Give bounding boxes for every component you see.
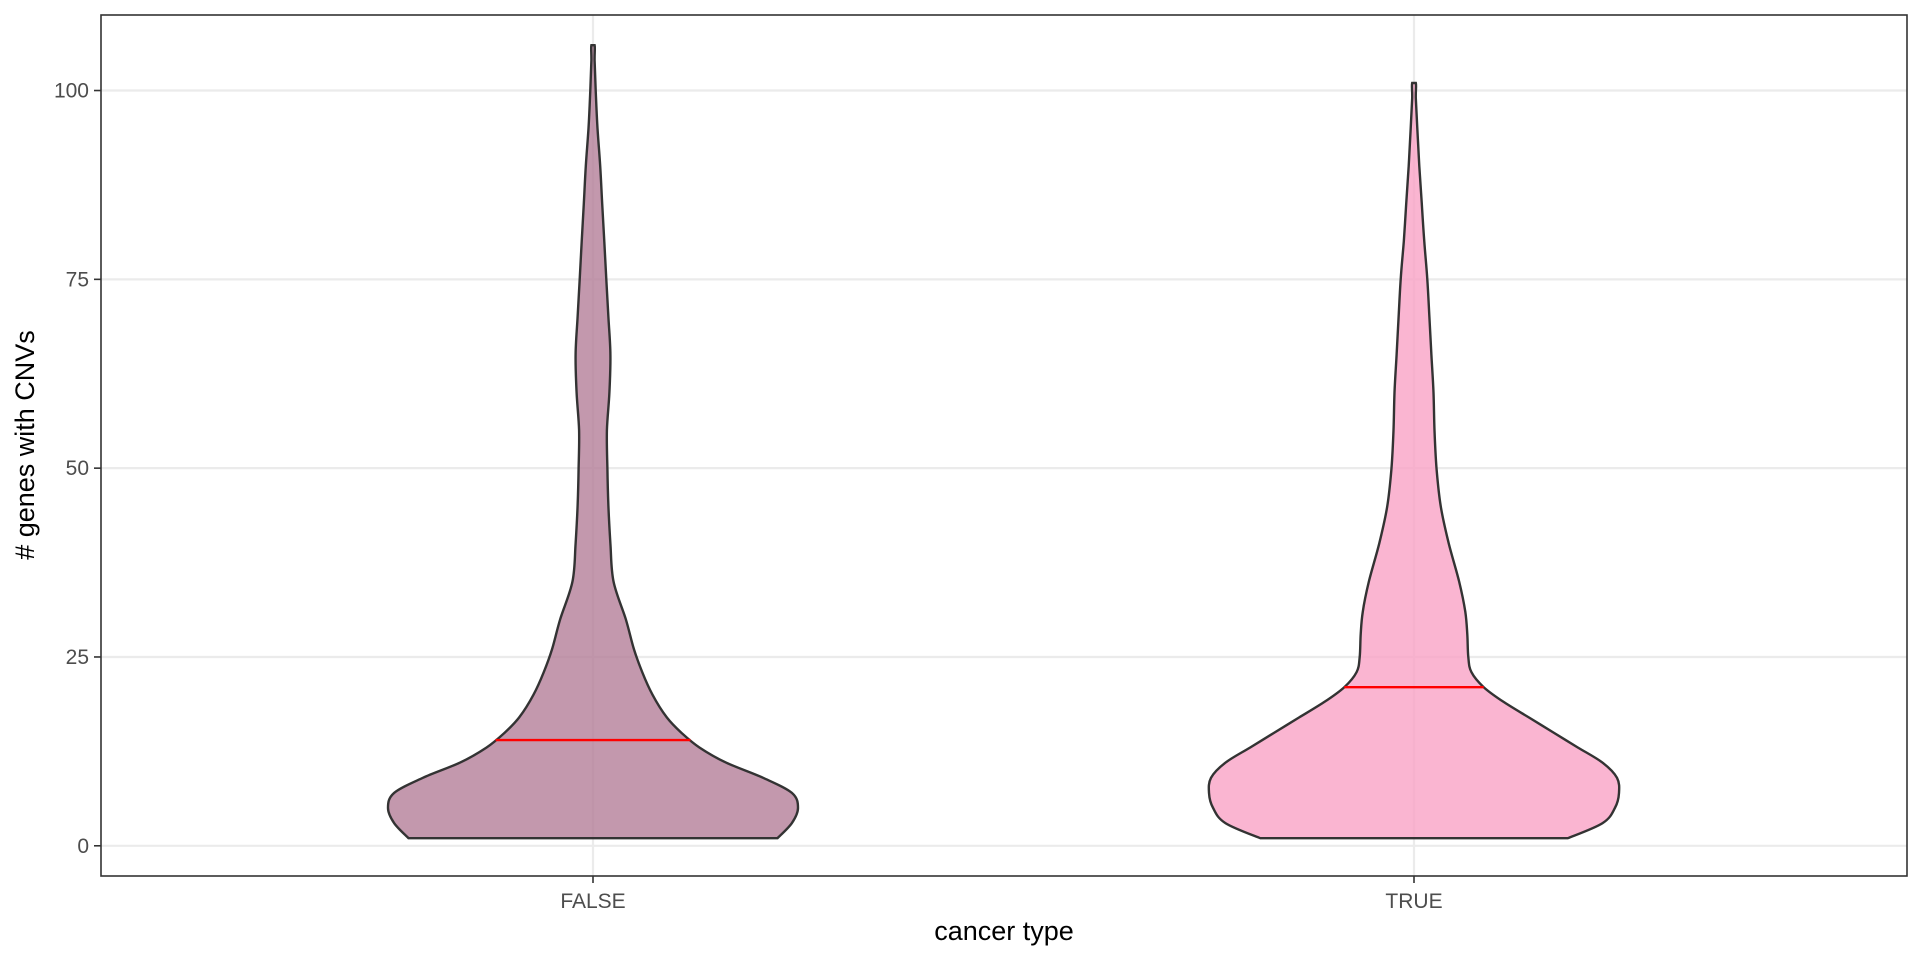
panel-border xyxy=(100,14,1908,877)
plot-panel xyxy=(101,15,1907,876)
axes: 0 25 50 75 100 FALSE TRUE xyxy=(54,80,1443,913)
y-tick-label: 50 xyxy=(66,457,89,480)
x-axis-title: cancer type xyxy=(934,916,1074,946)
y-tick-label: 75 xyxy=(66,268,89,291)
violins xyxy=(386,44,1621,840)
x-tick-label: TRUE xyxy=(1385,890,1442,913)
y-tick-label: 0 xyxy=(77,835,89,858)
y-tick-label: 25 xyxy=(66,646,89,669)
y-tick-label: 100 xyxy=(54,80,89,103)
y-axis-title: # genes with CNVs xyxy=(10,330,40,560)
violin-false xyxy=(386,44,800,840)
x-tick-label: FALSE xyxy=(560,890,625,913)
violin-true xyxy=(1207,81,1621,840)
